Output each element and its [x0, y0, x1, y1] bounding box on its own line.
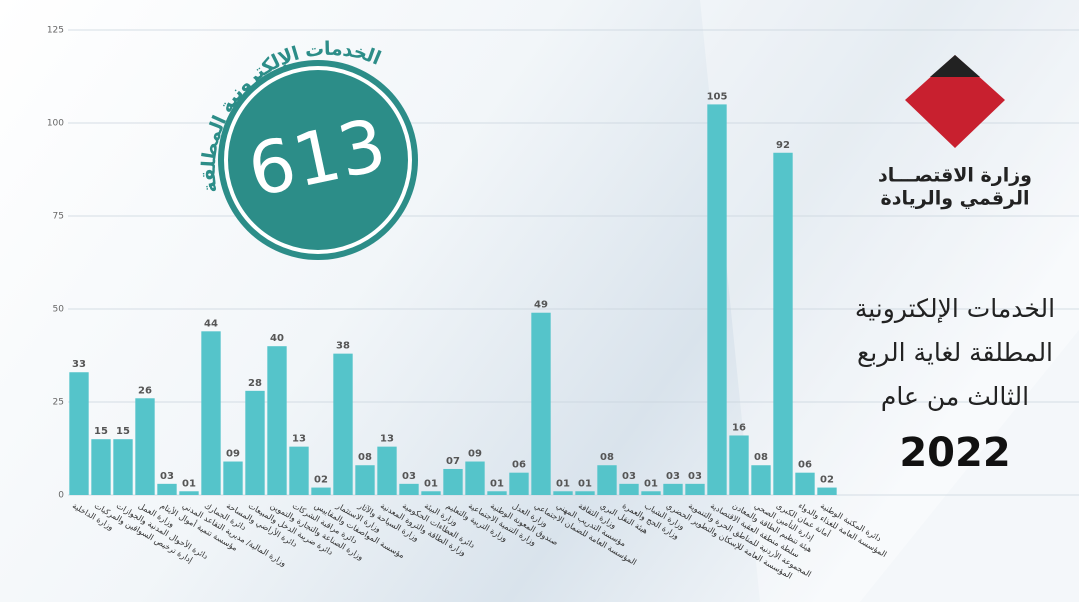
logo-black [930, 55, 980, 77]
bar [531, 312, 551, 495]
bar [223, 461, 243, 495]
bar [465, 461, 485, 495]
logo: وزارة الاقتصـــاد الرقمي والريادة [878, 55, 1032, 210]
value-label: 44 [204, 318, 218, 329]
value-label: 33 [72, 359, 86, 370]
y-tick-label: 100 [47, 119, 64, 129]
bar [641, 491, 661, 495]
bar [685, 483, 705, 495]
value-label: 08 [358, 452, 372, 463]
bar [619, 483, 639, 495]
value-label: 38 [336, 341, 350, 352]
value-label: 28 [248, 378, 262, 389]
value-label: 07 [446, 456, 460, 467]
headline-line: الخدمات الإلكترونية [855, 294, 1055, 324]
value-label: 13 [292, 434, 306, 445]
background-shape [700, 0, 1079, 602]
logo-diamond [905, 55, 1005, 148]
bar [245, 390, 265, 495]
bar [135, 398, 155, 495]
bar [157, 483, 177, 495]
logo-line: وزارة الاقتصـــاد [878, 165, 1032, 187]
bar [487, 491, 507, 495]
value-label: 01 [424, 478, 438, 489]
bar [311, 487, 331, 495]
bar [729, 435, 749, 495]
value-label: 06 [512, 460, 526, 471]
logo-line: الرقمي والريادة [881, 188, 1030, 210]
badge-outer [218, 60, 418, 260]
bar [333, 353, 353, 495]
bar [509, 472, 529, 495]
logo-green [905, 100, 955, 148]
value-label: 03 [160, 471, 174, 482]
value-label: 105 [707, 91, 728, 102]
headline-line: المطلقة لغاية الربع [857, 338, 1053, 368]
bar [289, 446, 309, 495]
value-label: 09 [226, 449, 240, 460]
headline-year: 2022 [899, 430, 1010, 476]
value-label: 08 [600, 452, 614, 463]
value-label: 01 [578, 478, 592, 489]
value-label: 01 [182, 478, 196, 489]
value-label: 01 [644, 478, 658, 489]
bar [795, 472, 815, 495]
value-label: 16 [732, 422, 746, 433]
value-label: 09 [468, 449, 482, 460]
headline-line: الثالث من عام [881, 382, 1029, 411]
value-label: 13 [380, 434, 394, 445]
value-label: 92 [776, 140, 790, 151]
value-label: 15 [94, 426, 108, 437]
value-label: 01 [490, 478, 504, 489]
bar [707, 104, 727, 496]
value-label: 03 [688, 471, 702, 482]
bar [377, 446, 397, 495]
bar [267, 346, 287, 495]
bar [443, 468, 463, 495]
bar [817, 487, 837, 495]
bar [179, 491, 199, 495]
bar [751, 465, 771, 495]
value-label: 15 [116, 426, 130, 437]
value-label: 26 [138, 385, 152, 396]
bar [663, 483, 683, 495]
y-tick-label: 25 [53, 398, 64, 408]
bar [553, 491, 573, 495]
value-label: 03 [622, 471, 636, 482]
bar [201, 331, 221, 495]
y-tick-label: 0 [58, 491, 64, 501]
value-label: 08 [754, 452, 768, 463]
bar [113, 439, 133, 495]
bar [69, 372, 89, 495]
bar [91, 439, 111, 495]
headline: الخدمات الإلكترونية المطلقة لغاية الربع … [855, 294, 1055, 476]
value-label: 01 [556, 478, 570, 489]
y-tick-label: 50 [53, 305, 65, 315]
value-label: 06 [798, 460, 812, 471]
value-label: 03 [666, 471, 680, 482]
badge-ring [224, 66, 412, 254]
bar [399, 483, 419, 495]
y-tick-label: 75 [53, 212, 64, 222]
value-label: 49 [534, 300, 548, 311]
bar [597, 465, 617, 495]
value-label: 40 [270, 333, 284, 344]
bar [421, 491, 441, 495]
bar [575, 491, 595, 495]
value-label: 02 [820, 475, 834, 486]
value-label: 03 [402, 471, 416, 482]
bar [355, 465, 375, 495]
y-tick-label: 125 [47, 26, 64, 36]
value-label: 02 [314, 475, 328, 486]
bar [773, 152, 793, 495]
